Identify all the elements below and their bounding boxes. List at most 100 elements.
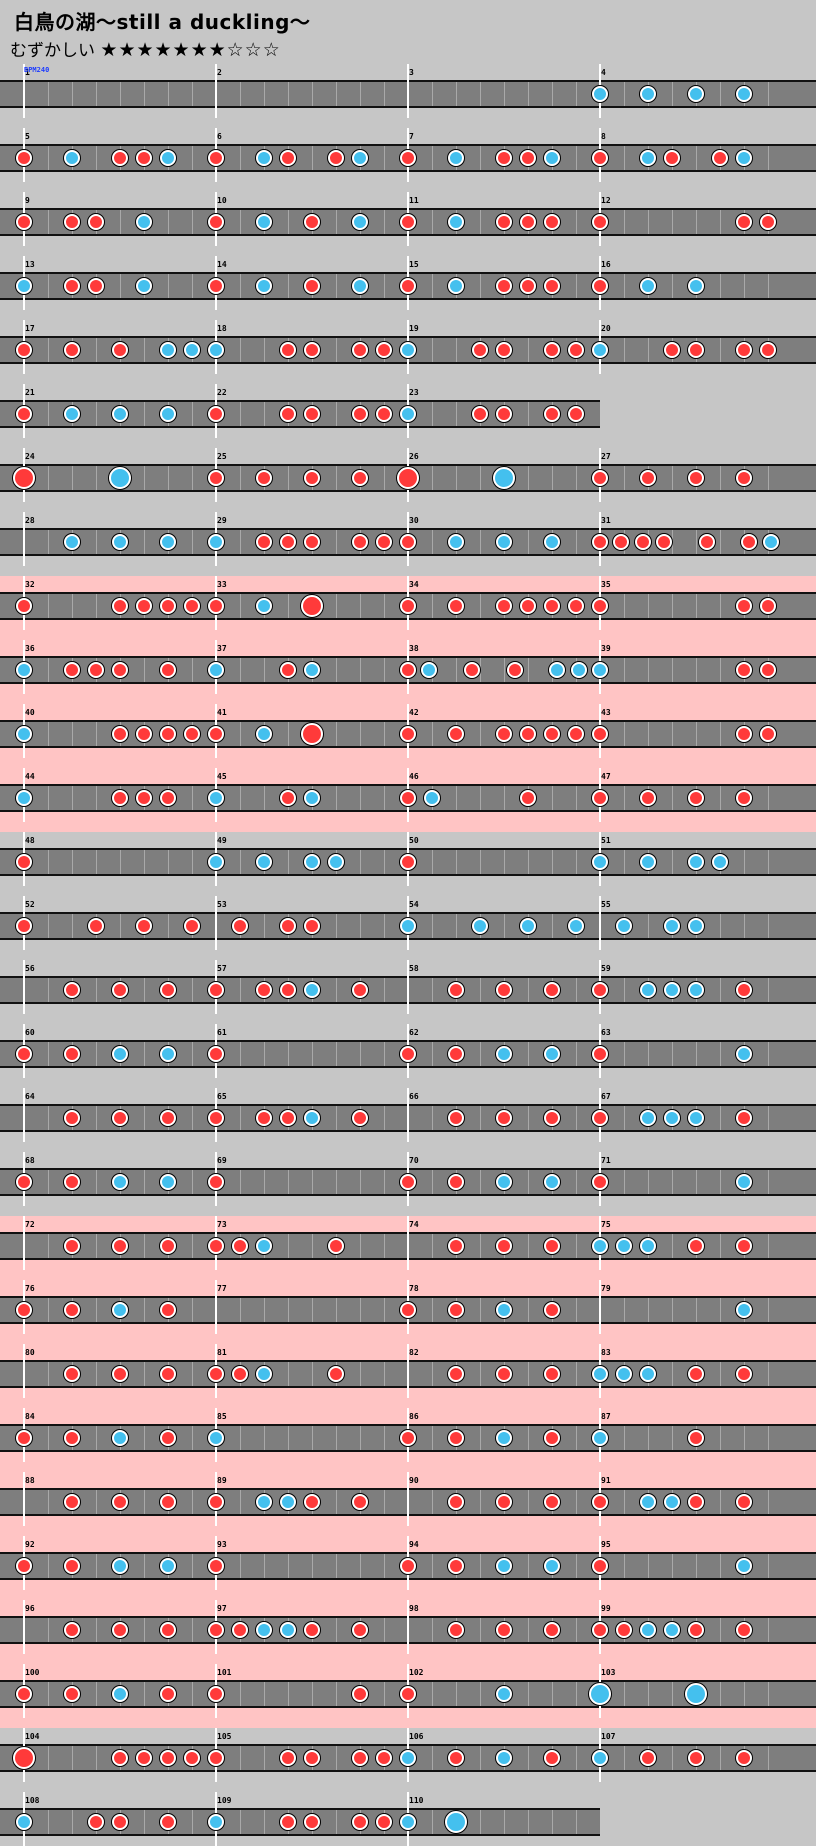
beat-line	[48, 1618, 49, 1642]
measure-number: 89	[217, 1476, 227, 1485]
don-note	[304, 1494, 320, 1510]
measure-number: 83	[601, 1348, 611, 1357]
beat-line	[528, 402, 529, 426]
beat-line	[72, 82, 73, 106]
beat-line	[696, 1554, 697, 1578]
beat-line	[720, 82, 721, 106]
beat-line	[576, 1298, 577, 1322]
beat-line	[264, 658, 265, 682]
beat-line	[456, 338, 457, 362]
don-note	[544, 1494, 560, 1510]
measure-number: 30	[409, 516, 419, 525]
beat-line	[240, 466, 241, 490]
don-note	[736, 1622, 752, 1638]
ka-note	[688, 86, 704, 102]
beat-line	[768, 1042, 769, 1066]
don-note	[544, 278, 560, 294]
beat-line	[576, 1810, 577, 1834]
measure-number: 104	[25, 1732, 40, 1741]
ka-note	[496, 1174, 512, 1190]
beat-line	[576, 1682, 577, 1706]
ka-note	[160, 1558, 176, 1574]
don-note	[64, 1238, 80, 1254]
don-note	[544, 406, 560, 422]
beat-line	[528, 978, 529, 1002]
ka-note	[328, 854, 344, 870]
don-note	[496, 406, 512, 422]
beat-line	[72, 466, 73, 490]
beat-line	[336, 402, 337, 426]
don-note	[160, 1494, 176, 1510]
difficulty-label: むずかしい	[10, 41, 95, 61]
beat-line	[192, 1042, 193, 1066]
ka-note	[448, 150, 464, 166]
beat-line	[96, 1618, 97, 1642]
don-note	[352, 1622, 368, 1638]
don-note	[376, 1750, 392, 1766]
don-note	[112, 1494, 128, 1510]
beat-line	[624, 786, 625, 810]
ka-note	[256, 214, 272, 230]
beat-line	[336, 978, 337, 1002]
measure-number: 101	[217, 1668, 232, 1677]
measure-number: 4	[601, 68, 606, 77]
ka-note	[64, 150, 80, 166]
beat-line	[528, 1426, 529, 1450]
beat-line	[672, 1554, 673, 1578]
beat-line	[96, 466, 97, 490]
beat-line	[72, 1810, 73, 1834]
don-note	[88, 278, 104, 294]
don-note	[208, 1110, 224, 1126]
ka-note	[544, 1558, 560, 1574]
don-note	[760, 342, 776, 358]
beat-line	[48, 1490, 49, 1514]
don-note	[280, 918, 296, 934]
beat-line	[528, 338, 529, 362]
don-note	[568, 598, 584, 614]
beat-line	[480, 146, 481, 170]
don-note	[352, 470, 368, 486]
measure-number: 81	[217, 1348, 227, 1357]
measure-number: 9	[25, 196, 30, 205]
don-note	[304, 534, 320, 550]
don-note	[136, 918, 152, 934]
beat-line	[672, 594, 673, 618]
beat-line	[432, 722, 433, 746]
measure-number: 26	[409, 452, 419, 461]
beat-line	[624, 1490, 625, 1514]
don-note	[736, 662, 752, 678]
beat-line	[192, 1426, 193, 1450]
big-ka-note	[445, 1811, 467, 1833]
beat-line	[504, 82, 505, 106]
don-note	[496, 1110, 512, 1126]
don-note	[256, 470, 272, 486]
beat-line	[192, 1554, 193, 1578]
measure-number: 56	[25, 964, 35, 973]
don-note	[544, 1110, 560, 1126]
measure-number: 91	[601, 1476, 611, 1485]
ka-note	[664, 1622, 680, 1638]
beat-line	[144, 658, 145, 682]
beat-line	[168, 274, 169, 298]
don-note	[448, 982, 464, 998]
don-note	[304, 1814, 320, 1830]
ka-note	[544, 534, 560, 550]
don-note	[448, 1622, 464, 1638]
measure-bar-line	[407, 1216, 409, 1270]
measure-number: 28	[25, 516, 35, 525]
don-note	[448, 1238, 464, 1254]
beat-line	[456, 850, 457, 874]
beat-line	[72, 914, 73, 938]
don-note	[506, 662, 523, 678]
beat-line	[672, 1362, 673, 1386]
beat-line	[576, 146, 577, 170]
beat-line	[240, 850, 241, 874]
don-note	[256, 1110, 272, 1126]
beat-line	[576, 850, 577, 874]
don-note	[520, 726, 536, 742]
beat-line	[288, 850, 289, 874]
measure-number: 48	[25, 836, 35, 845]
beat-line	[504, 786, 505, 810]
ka-note	[736, 1558, 752, 1574]
beat-line	[264, 1170, 265, 1194]
